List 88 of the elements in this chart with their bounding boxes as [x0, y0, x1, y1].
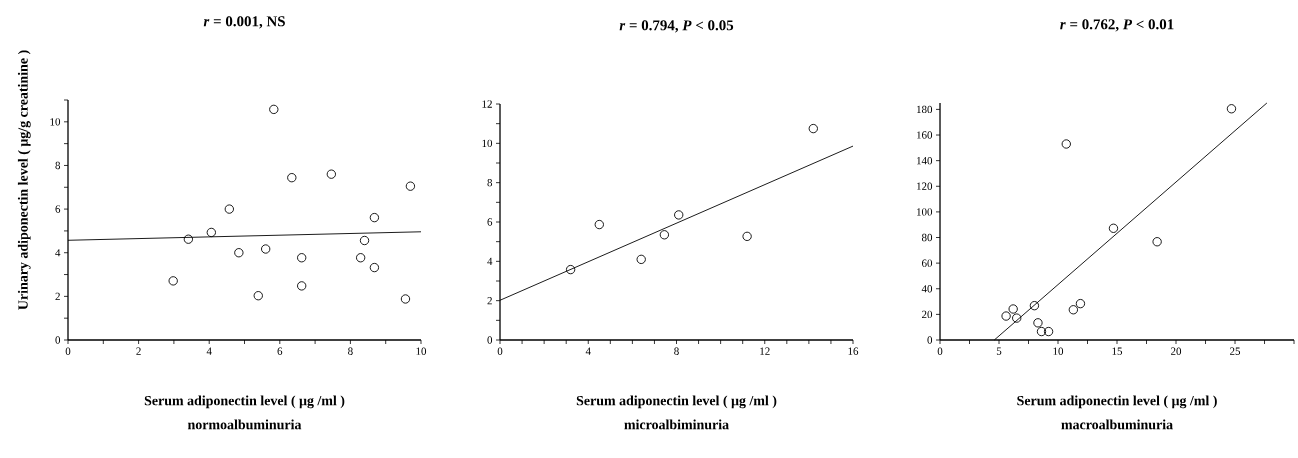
y-tick-label: 2: [487, 297, 492, 305]
point: [168, 276, 178, 286]
y-tick-label: 120: [917, 182, 933, 190]
x-tick-label: 6: [277, 347, 283, 355]
y-tick-label: 10: [50, 118, 61, 126]
point: [369, 262, 380, 273]
point: [326, 169, 336, 179]
y-tick-label: 12: [482, 100, 492, 108]
x-tick-label: 25: [1230, 347, 1241, 355]
x-tick-label: 16: [848, 347, 859, 355]
point: [1152, 237, 1162, 247]
x-axis-title: Serum adiponectin level ( μg /ml ): [576, 395, 777, 409]
point: [1001, 311, 1011, 321]
point: [1036, 326, 1047, 337]
point: [297, 281, 307, 291]
point: [1008, 304, 1018, 314]
y-tick-label: 40: [921, 285, 933, 293]
point: [234, 248, 244, 258]
chart-title: r = 0.794, P < 0.05: [619, 20, 734, 33]
point: [1012, 313, 1022, 323]
y-tick-label: 140: [917, 156, 933, 165]
point: [636, 254, 646, 265]
point: [253, 291, 263, 301]
x-tick-label: 10: [416, 347, 427, 355]
y-tick-label: 2: [55, 292, 60, 300]
point: [261, 244, 271, 254]
point: [1226, 104, 1237, 114]
point: [206, 227, 216, 238]
x-tick-label: 8: [674, 347, 679, 355]
point: [405, 181, 416, 191]
point: [742, 231, 752, 241]
x-tick-label: 0: [497, 347, 503, 355]
x-tick-label: 4: [585, 347, 591, 355]
y-tick-label: 180: [917, 105, 933, 114]
y-tick-label: 0: [927, 336, 933, 344]
point: [659, 230, 670, 240]
y-tick-label: 80: [921, 233, 933, 242]
point: [565, 264, 576, 275]
point: [1043, 326, 1054, 337]
x-axis-title: Serum adiponectin level ( μg /ml ): [1017, 395, 1217, 409]
y-tick-label: 4: [487, 257, 493, 265]
y-tick-label: 20: [922, 310, 933, 319]
y-tick-label: 8: [487, 178, 493, 187]
y-tick-label: 60: [922, 259, 933, 267]
y-tick-label: 160: [917, 131, 933, 139]
y-tick-label: 100: [917, 208, 933, 216]
x-tick-label: 5: [996, 347, 1002, 355]
point: [594, 219, 604, 230]
x-tick-label: 2: [136, 347, 141, 355]
point: [808, 123, 818, 134]
point: [400, 294, 411, 304]
point: [183, 234, 194, 244]
chart-title: r = 0.001, NS: [203, 16, 285, 29]
text: microalbiminuria: [624, 419, 729, 430]
x-tick-label: 0: [937, 347, 943, 355]
point: [1075, 298, 1086, 309]
x-tick-label: 15: [1112, 347, 1123, 355]
y-tick-label: 6: [55, 205, 61, 213]
x-tick-label: 20: [1171, 347, 1182, 355]
point: [269, 104, 279, 115]
point: [1061, 139, 1071, 149]
text: macroalbuminuria: [1061, 419, 1173, 430]
x-tick-label: 8: [348, 347, 353, 355]
x-tick-label: 0: [65, 347, 71, 355]
point: [1029, 301, 1040, 311]
point: [1108, 223, 1119, 233]
y-tick-label: 0: [487, 336, 493, 344]
point: [355, 253, 366, 263]
y-axis-title: Urinary adiponectin level ( μg/g creatinine ): [17, 50, 31, 310]
x-tick-label: 10: [1053, 347, 1064, 355]
y-tick-label: 8: [55, 161, 61, 170]
text: normoalbuminuria: [187, 419, 302, 430]
x-axis-title: Serum adiponectin level ( μg /ml ): [144, 395, 345, 409]
y-tick-label: 4: [55, 249, 61, 257]
point: [287, 173, 297, 183]
x-tick-label: 12: [760, 347, 770, 355]
point: [224, 204, 234, 214]
point: [1033, 318, 1043, 328]
point: [297, 253, 307, 263]
y-tick-label: 10: [482, 139, 493, 148]
y-tick-label: 6: [487, 218, 493, 226]
x-tick-label: 4: [206, 347, 212, 355]
chart-title: r = 0.762, P < 0.01: [1060, 19, 1174, 32]
y-tick-label: 0: [55, 336, 61, 344]
point: [359, 235, 370, 246]
point: [369, 212, 380, 223]
point: [674, 210, 684, 220]
point: [1068, 305, 1078, 315]
